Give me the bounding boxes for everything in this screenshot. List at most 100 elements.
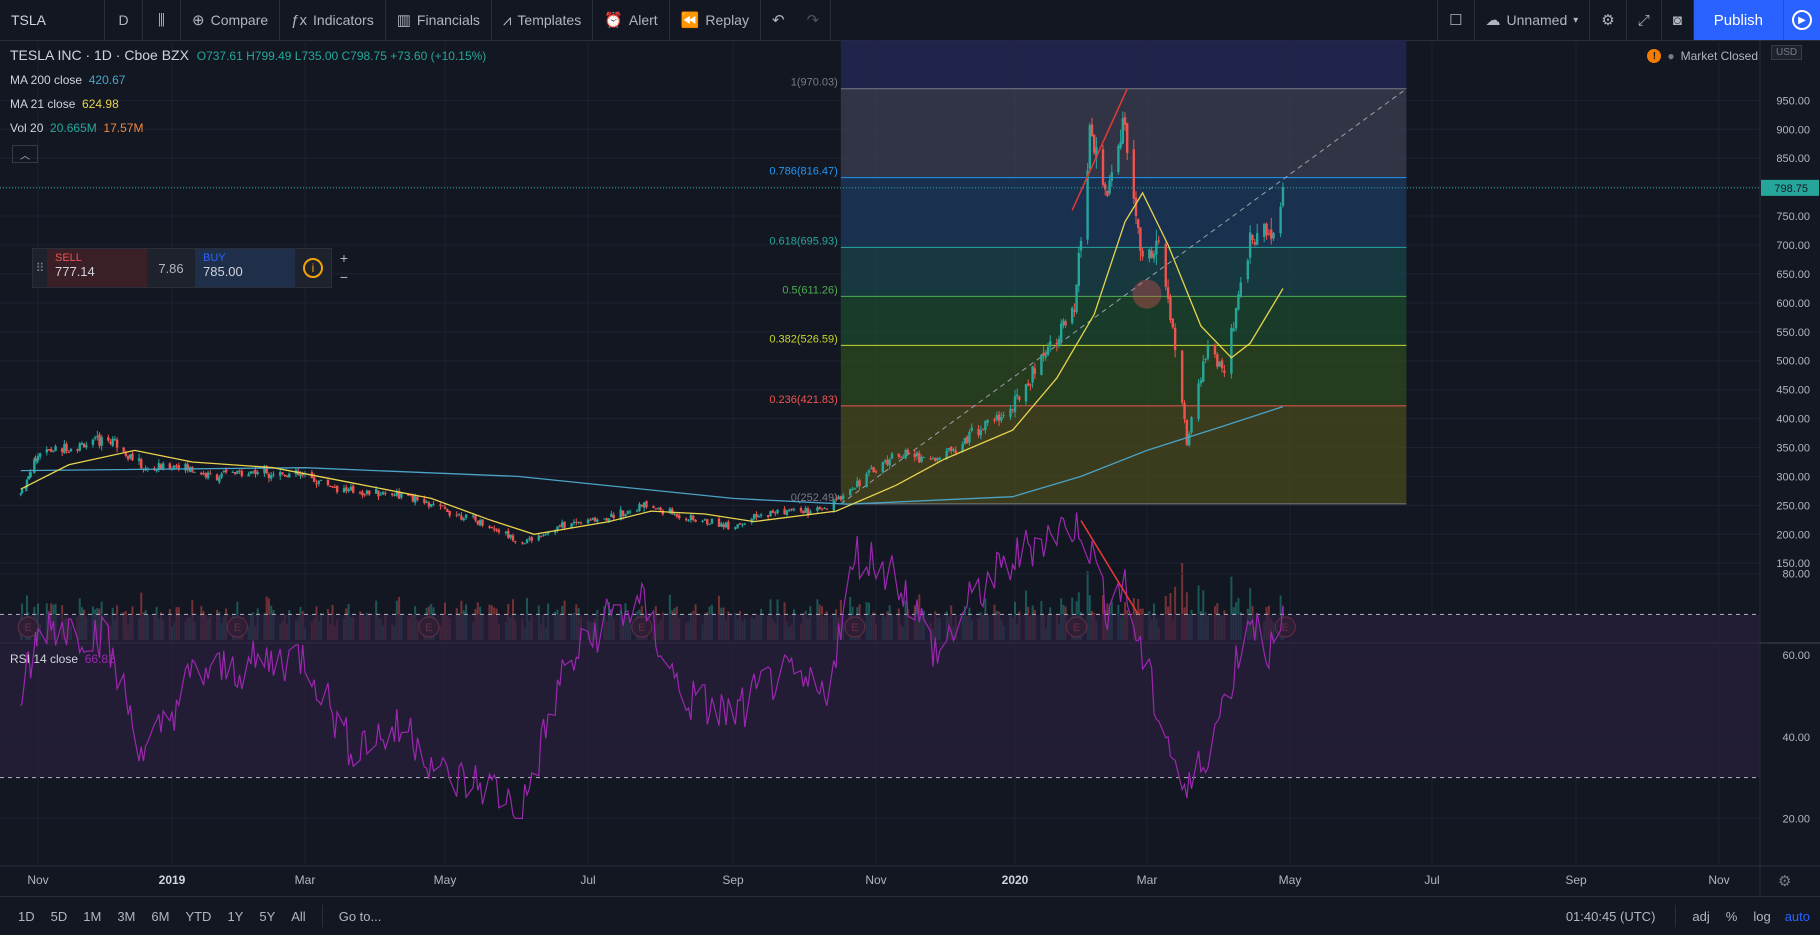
volume-legend[interactable]: Vol 20 20.665M 17.57M [10,121,143,135]
candle-body [397,491,401,499]
candle-body [478,519,482,526]
candle-body [553,531,557,533]
candle-body [635,510,639,512]
candle-body [621,510,625,517]
fullscreen-toggle-button[interactable]: ☐ [1437,0,1475,40]
range-button[interactable]: 5D [50,908,68,924]
range-button[interactable]: All [291,908,306,924]
layout-name-button[interactable]: ☁ Unnamed ▾ [1475,0,1591,40]
candle-body [1090,124,1094,137]
candle-body [363,494,366,496]
bottom-bar: 1D 5D 1M 3M 6M YTD 1Y 5Y All Go to... 01:40:45 (… [0,896,1820,935]
candle-body [734,527,737,530]
drag-handle-icon[interactable]: ⠿ [35,261,45,275]
ma21-legend[interactable]: MA 21 close 624.98 [10,97,119,111]
candle-body [49,448,53,452]
clock[interactable]: 01:40:45 (UTC) [1565,908,1656,924]
candle-body [60,448,64,453]
candle-body [20,488,24,494]
candle-body [78,443,81,451]
sell-button[interactable]: SELL 777.14 [47,249,147,287]
financials-button[interactable]: ▥ Financials [386,0,492,40]
candle-body [678,515,681,519]
candle-body [1246,260,1250,280]
candle-body [427,502,431,507]
candle-body [839,496,843,500]
range-button[interactable]: 3M [117,908,136,924]
candle-body [1239,282,1242,296]
candle-body [1197,383,1200,420]
buy-button[interactable]: BUY 785.00 [195,249,295,287]
compare-button[interactable]: ⊕ Compare [181,0,281,40]
candle-body [1042,352,1045,356]
candle-body [1253,242,1257,245]
goto-button[interactable]: Go to... [338,908,382,924]
candle-body [823,508,826,510]
candle-body [124,453,128,456]
indicators-button[interactable]: ƒx Indicators [280,0,386,40]
plus-button[interactable]: + [335,249,353,267]
candle-body [961,444,964,452]
range-button[interactable]: YTD [185,908,212,924]
candle-body [769,511,772,517]
market-status-label: Market Closed [1680,49,1758,63]
range-button[interactable]: 1M [83,908,102,924]
candle-body [556,526,559,531]
candle-body [1002,415,1005,417]
adj-toggle[interactable]: adj [1692,908,1710,924]
auto-toggle[interactable]: auto [1784,908,1810,924]
candle-body [656,507,660,509]
fullscreen-button[interactable]: ⤢ [1627,0,1662,40]
chart-type-button[interactable]: ⫼ [143,0,181,40]
candle-body [407,493,410,496]
scale-settings-icon[interactable]: ⚙ [1778,873,1792,890]
redo-button[interactable]: ↷ [796,0,832,40]
candle-body [1123,117,1127,125]
settings-button[interactable]: ⚙ [1590,0,1627,40]
log-toggle[interactable]: log [1753,908,1771,924]
templates-button[interactable]: ⩘ Templates [492,0,594,40]
range-button[interactable]: 5Y [259,908,276,924]
candle-body [1126,123,1129,153]
symbol-search[interactable]: TSLA [0,0,105,40]
snapshot-button[interactable]: ◙ [1662,0,1694,40]
candle-body [965,436,969,444]
candle-body [542,534,545,536]
alert-button[interactable]: ⏰ Alert [593,0,670,40]
candle-body [391,493,394,496]
candle-body [997,414,1001,421]
range-button[interactable]: 1Y [227,908,244,924]
candle-body [752,514,756,520]
candle-body [931,458,935,460]
candle-body [159,464,163,470]
rsi-legend[interactable]: RSI 14 close 66.82 [10,652,115,666]
symbol-title: TESLA INC · 1D · Cboe BZX [10,47,189,63]
candle-body [122,447,125,452]
warning-icon: ! [1647,49,1662,63]
ma200-legend[interactable]: MA 200 close 420.67 [10,73,125,87]
interval-button[interactable]: D [105,0,143,40]
range-button[interactable]: 6M [151,908,170,924]
candle-body [1183,403,1186,420]
candle-body [626,511,629,514]
candle-body [1031,366,1034,383]
candle-body [1132,149,1135,199]
undo-button[interactable]: ↶ [761,0,796,40]
percent-toggle[interactable]: % [1725,908,1738,924]
candle-body [493,528,496,530]
replay-button[interactable]: ⏪ Replay [670,0,761,40]
publish-button[interactable]: Publish [1693,0,1783,40]
interval-label: D [118,12,129,28]
candle-body [628,511,632,513]
collapse-legend-button[interactable]: ︿ [12,145,38,163]
info-button[interactable]: i [295,249,331,287]
minus-button[interactable]: − [335,268,353,286]
candle-body [52,451,55,453]
chart-canvas[interactable]: Nov 2019 Mar May Jul Sep Nov 2020 Mar May Jul Sep No… [0,40,1820,896]
volume-bar [1086,571,1089,640]
price-tick-label: 500.00 [1776,356,1810,368]
play-button[interactable]: ▶ [1783,0,1820,40]
candle-body [361,491,364,496]
range-button[interactable]: 1D [18,908,35,924]
candle-body [920,456,923,462]
